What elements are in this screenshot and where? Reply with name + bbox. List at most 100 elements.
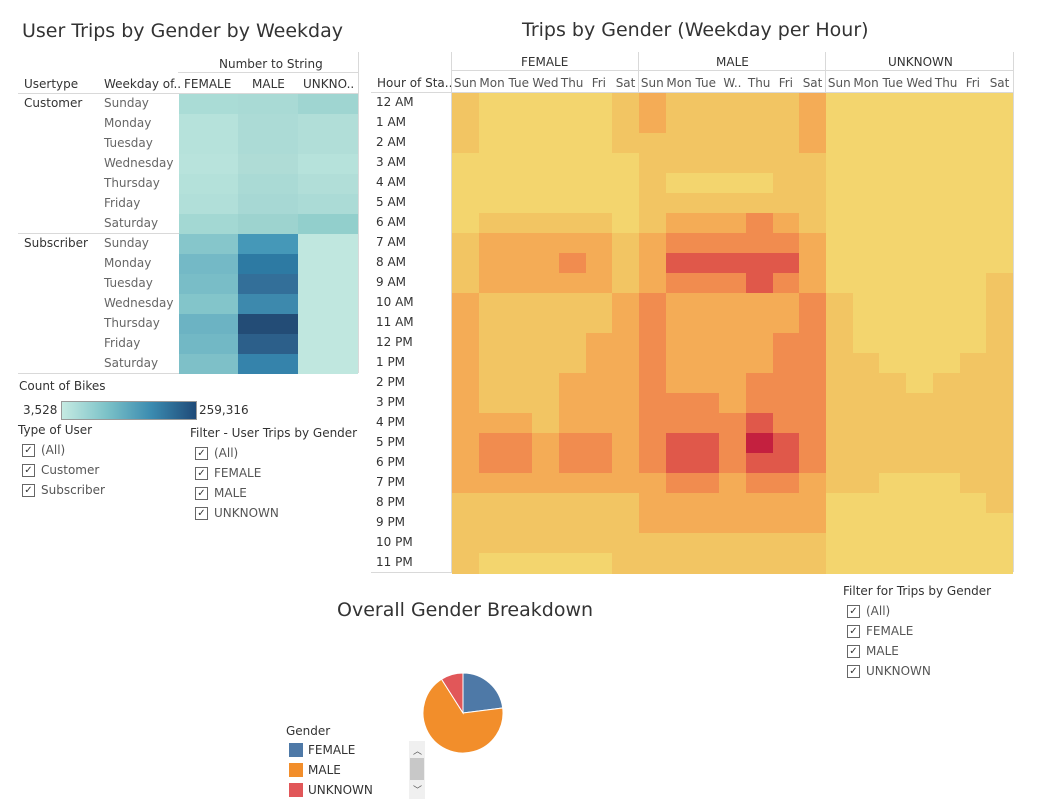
heatmap-cell[interactable] — [452, 553, 480, 574]
heatmap-cell[interactable] — [665, 473, 693, 494]
heatmap-cell[interactable] — [932, 393, 960, 414]
heatmap-cell[interactable] — [532, 413, 560, 434]
heatmap-cell[interactable] — [772, 153, 800, 174]
heatmap-cell[interactable] — [478, 233, 506, 254]
weekday-heatmap-cell[interactable] — [238, 214, 298, 234]
heatmap-cell[interactable] — [478, 433, 506, 454]
heatmap-cell[interactable] — [719, 253, 747, 274]
heatmap-cell[interactable] — [932, 313, 960, 334]
heatmap-cell[interactable] — [906, 173, 934, 194]
heatmap-cell[interactable] — [478, 473, 506, 494]
scroll-up-icon[interactable]: ︿ — [413, 747, 423, 757]
heatmap-cell[interactable] — [532, 473, 560, 494]
pie-slice-unknown[interactable] — [440, 672, 464, 715]
heatmap-cell[interactable] — [639, 133, 667, 154]
heatmap-cell[interactable] — [799, 373, 827, 394]
heatmap-cell[interactable] — [879, 473, 907, 494]
heatmap-cell[interactable] — [452, 153, 480, 174]
heatmap-cell[interactable] — [799, 513, 827, 534]
heatmap-cell[interactable] — [719, 153, 747, 174]
heatmap-cell[interactable] — [692, 533, 720, 554]
heatmap-cell[interactable] — [585, 513, 613, 534]
heatmap-cell[interactable] — [665, 453, 693, 474]
heatmap-cell[interactable] — [532, 353, 560, 374]
heatmap-cell[interactable] — [826, 113, 854, 134]
heatmap-cell[interactable] — [799, 233, 827, 254]
heatmap-cell[interactable] — [745, 493, 773, 514]
heatmap-cell[interactable] — [532, 453, 560, 474]
weekday-heatmap-cell[interactable] — [179, 214, 238, 234]
heatmap-cell[interactable] — [879, 553, 907, 574]
checkbox-checked-icon[interactable]: ✓ — [22, 463, 35, 477]
heatmap-cell[interactable] — [906, 213, 934, 234]
heatmap-cell[interactable] — [452, 293, 480, 314]
heatmap-cell[interactable] — [799, 493, 827, 514]
heatmap-cell[interactable] — [852, 473, 880, 494]
right-gender-filter-option-male[interactable]: ✓ MALE — [847, 644, 899, 658]
heatmap-cell[interactable] — [719, 413, 747, 434]
heatmap-cell[interactable] — [745, 293, 773, 314]
heatmap-cell[interactable] — [986, 233, 1014, 254]
heatmap-cell[interactable] — [959, 453, 987, 474]
heatmap-cell[interactable] — [906, 153, 934, 174]
heatmap-cell[interactable] — [558, 153, 586, 174]
heatmap-cell[interactable] — [826, 133, 854, 154]
heatmap-cell[interactable] — [585, 473, 613, 494]
heatmap-cell[interactable] — [478, 273, 506, 294]
heatmap-cell[interactable] — [612, 453, 640, 474]
heatmap-cell[interactable] — [532, 173, 560, 194]
heatmap-cell[interactable] — [665, 413, 693, 434]
heatmap-cell[interactable] — [745, 513, 773, 534]
heatmap-cell[interactable] — [986, 173, 1014, 194]
checkbox-checked-icon[interactable]: ✓ — [847, 664, 860, 678]
weekday-heatmap-cell[interactable] — [298, 114, 358, 134]
heatmap-cell[interactable] — [986, 253, 1014, 274]
weekday-heatmap-cell[interactable] — [238, 234, 298, 254]
heatmap-cell[interactable] — [826, 253, 854, 274]
heatmap-cell[interactable] — [745, 413, 773, 434]
weekday-heatmap-cell[interactable] — [298, 154, 358, 174]
weekday-heatmap-cell[interactable] — [238, 314, 298, 334]
heatmap-cell[interactable] — [906, 293, 934, 314]
weekday-heatmap-cell[interactable] — [179, 114, 238, 134]
heatmap-cell[interactable] — [585, 413, 613, 434]
heatmap-cell[interactable] — [478, 493, 506, 514]
heatmap-cell[interactable] — [879, 493, 907, 514]
heatmap-cell[interactable] — [932, 113, 960, 134]
heatmap-cell[interactable] — [852, 93, 880, 114]
weekday-heatmap-cell[interactable] — [238, 94, 298, 114]
heatmap-cell[interactable] — [932, 433, 960, 454]
heatmap-cell[interactable] — [665, 493, 693, 514]
heatmap-cell[interactable] — [692, 213, 720, 234]
heatmap-cell[interactable] — [879, 153, 907, 174]
left-gender-filter-option-all[interactable]: ✓ (All) — [195, 446, 238, 460]
heatmap-cell[interactable] — [852, 373, 880, 394]
gender-pie-chart[interactable] — [420, 670, 506, 756]
heatmap-cell[interactable] — [932, 253, 960, 274]
heatmap-cell[interactable] — [558, 553, 586, 574]
heatmap-cell[interactable] — [558, 233, 586, 254]
weekday-heatmap-cell[interactable] — [179, 354, 238, 374]
heatmap-cell[interactable] — [745, 473, 773, 494]
heatmap-cell[interactable] — [799, 153, 827, 174]
heatmap-cell[interactable] — [558, 313, 586, 334]
heatmap-cell[interactable] — [959, 173, 987, 194]
col-header-usertype[interactable]: Usertype — [24, 77, 79, 91]
heatmap-cell[interactable] — [719, 453, 747, 474]
heatmap-cell[interactable] — [719, 473, 747, 494]
heatmap-cell[interactable] — [452, 213, 480, 234]
heatmap-cell[interactable] — [585, 93, 613, 114]
col-header-female[interactable]: FEMALE — [184, 77, 232, 91]
heatmap-cell[interactable] — [505, 413, 533, 434]
heatmap-cell[interactable] — [986, 353, 1014, 374]
heatmap-cell[interactable] — [612, 193, 640, 214]
heatmap-cell[interactable] — [799, 113, 827, 134]
heatmap-cell[interactable] — [799, 453, 827, 474]
heatmap-cell[interactable] — [478, 393, 506, 414]
heatmap-cell[interactable] — [826, 153, 854, 174]
weekday-heatmap-cell[interactable] — [238, 194, 298, 214]
heatmap-cell[interactable] — [932, 473, 960, 494]
checkbox-checked-icon[interactable]: ✓ — [195, 466, 208, 480]
heatmap-cell[interactable] — [639, 193, 667, 214]
heatmap-cell[interactable] — [932, 553, 960, 574]
